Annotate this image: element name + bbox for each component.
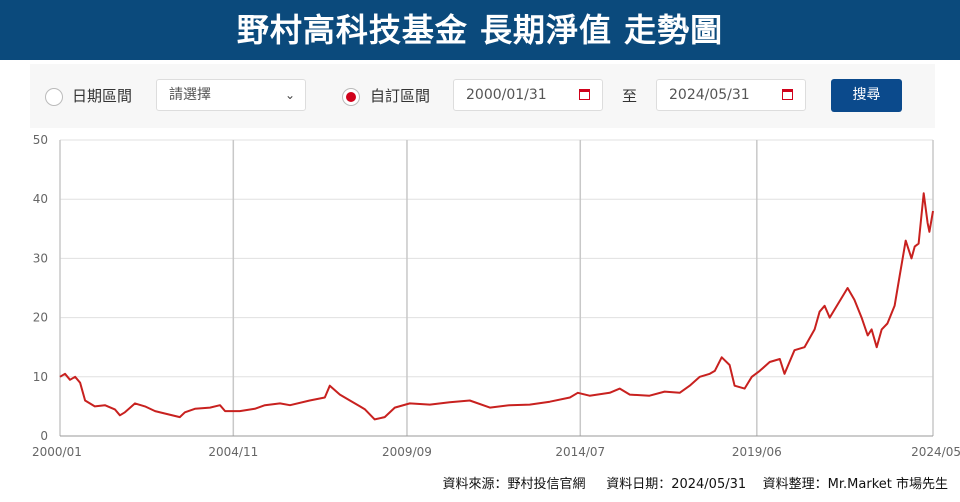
end-date-input[interactable]: 2024/05/31 <box>656 79 806 111</box>
calendar-icon[interactable] <box>782 89 793 100</box>
x-tick-label: 2024/05 <box>911 445 960 459</box>
source-text: 資料來源：野村投信官網 <box>442 477 586 492</box>
search-button[interactable]: 搜尋 <box>831 79 902 112</box>
period-select[interactable]: 請選擇 ⌄ <box>156 79 306 111</box>
y-tick-label: 40 <box>33 192 48 206</box>
x-tick-label: 2014/07 <box>555 445 605 459</box>
footer-credits: 資料來源：野村投信官網 資料日期：2024/05/31 資料整理：Mr.Mark… <box>443 473 948 492</box>
custom-radio[interactable] <box>342 88 360 106</box>
y-tick-label: 50 <box>33 133 48 147</box>
filter-panel: 日期區間 請選擇 ⌄ 自訂區間 2000/01/31 至 2024/05/31 … <box>30 64 935 128</box>
x-tick-label: 2004/11 <box>208 445 258 459</box>
x-tick-label: 2009/09 <box>382 445 432 459</box>
data-date-text: 資料日期：2024/05/31 <box>606 477 747 492</box>
period-radio-label: 日期區間 <box>72 87 133 105</box>
y-tick-label: 20 <box>33 311 48 325</box>
nav-series-line <box>59 192 934 421</box>
compiled-by-text: 資料整理：Mr.Market 市場先生 <box>762 477 948 492</box>
y-tick-label: 0 <box>40 429 48 443</box>
period-radio[interactable] <box>45 88 63 106</box>
page-title: 野村高科技基金 長期淨值 走勢圖 <box>0 0 960 60</box>
calendar-icon[interactable] <box>579 89 590 100</box>
x-tick-label: 2000/01 <box>32 445 82 459</box>
start-date-input[interactable]: 2000/01/31 <box>453 79 603 111</box>
y-tick-label: 10 <box>33 370 48 384</box>
custom-radio-label: 自訂區間 <box>370 87 431 105</box>
x-tick-label: 2019/06 <box>732 445 782 459</box>
period-select-value: 請選擇 <box>169 87 211 103</box>
start-date-value: 2000/01/31 <box>466 87 547 103</box>
y-tick-label: 30 <box>33 251 48 265</box>
to-label: 至 <box>622 87 638 105</box>
end-date-value: 2024/05/31 <box>669 87 750 103</box>
chevron-down-icon: ⌄ <box>284 88 295 102</box>
